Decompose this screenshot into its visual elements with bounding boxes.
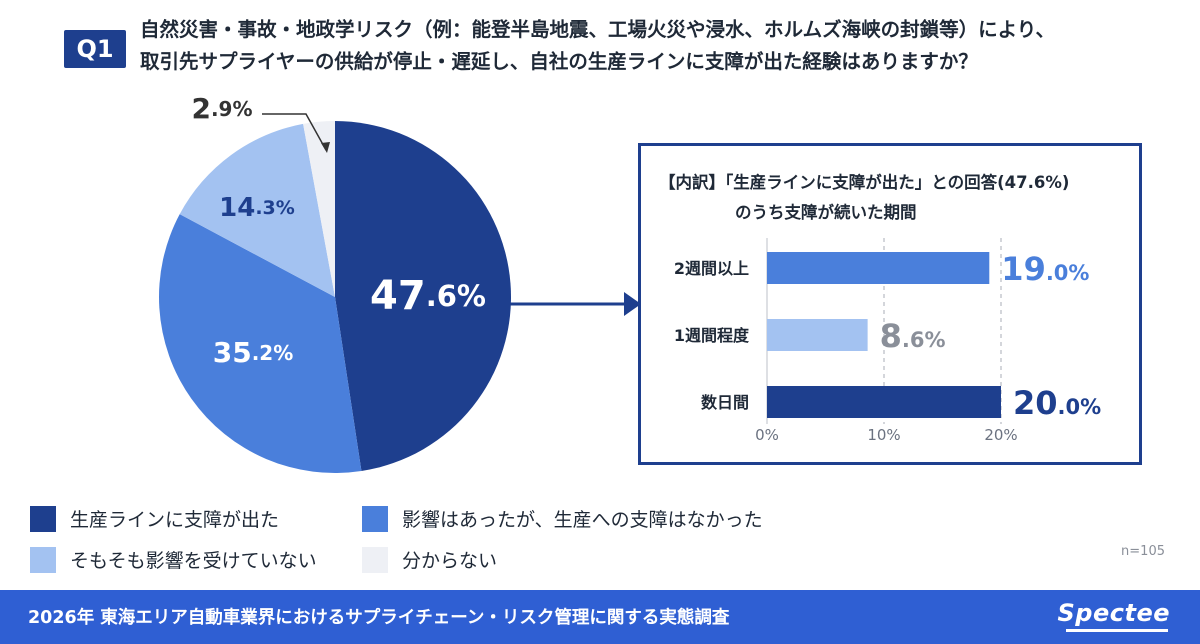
pie-chart: 47.6% 35.2% 14.3% 2.9%	[158, 92, 641, 474]
bar-value-label: 20.0%	[1013, 384, 1101, 422]
question-badge: Q1	[64, 30, 126, 68]
pie-value-label: 2.9%	[191, 92, 252, 125]
breakdown-title-line-1: 【内訳】「生産ラインに支障が出た」との回答(47.6%)	[659, 173, 1070, 192]
pie-value-label: 35.2%	[213, 336, 294, 369]
brand-logo: Spectee	[1057, 599, 1170, 627]
bar-chart: 0% 10% 20% 2週間以上 19.0% 1週間程度 8.6% 数日間 20.0%	[674, 238, 1101, 444]
question-line-2: 取引先サプライヤーの供給が停止・遅延し、自社の生産ラインに支障が出た経験はありま…	[140, 50, 978, 73]
pie-leader-arrow	[321, 142, 330, 153]
breakdown-title-line-2: のうち支障が続いた期間	[735, 203, 917, 222]
bar-x-tick-label: 10%	[867, 426, 900, 444]
legend-label: 生産ラインに支障が出た	[70, 509, 280, 531]
legend-label: そもそも影響を受けていない	[70, 550, 317, 572]
pie-connector-arrow	[624, 292, 641, 316]
breakdown-title: 【内訳】「生産ラインに支障が出た」との回答(47.6%) のうち支障が続いた期間	[659, 168, 1069, 228]
question-text: 自然災害・事故・地政学リスク（例：能登半島地震、工場火災や浸水、ホルムズ海峡の封…	[140, 14, 1180, 78]
footer-bar: 2026年 東海エリア自動車業界におけるサプライチェーン・リスク管理に関する実態…	[0, 590, 1200, 644]
legend-label: 分からない	[402, 550, 498, 572]
pie-slice-disrupted	[335, 121, 512, 472]
bar-value-label: 19.0%	[1001, 250, 1089, 288]
sample-size-note: n=105	[1121, 544, 1165, 559]
brand-underline	[1066, 629, 1168, 632]
legend-swatch	[30, 505, 56, 532]
legend-item-unknown: 分からない	[362, 546, 497, 573]
pie-leader-line	[262, 113, 327, 151]
legend-item-affected-no-disruption: 影響はあったが、生産への支障はなかった	[362, 505, 763, 532]
bar-3	[767, 386, 1001, 418]
bar-1	[767, 252, 990, 284]
pie-value-label: 47.6%	[370, 273, 486, 319]
pie-slice-not-affected	[179, 123, 335, 298]
legend-swatch	[30, 546, 56, 573]
bar-x-tick-label: 20%	[984, 426, 1017, 444]
bar-value-label: 8.6%	[880, 317, 946, 355]
legend-label: 影響はあったが、生産への支障はなかった	[402, 509, 763, 531]
legend-item-not-affected: そもそも影響を受けていない	[30, 546, 317, 573]
bar-category-label: 数日間	[701, 393, 749, 412]
bar-2	[767, 319, 868, 351]
question-line-1: 自然災害・事故・地政学リスク（例：能登半島地震、工場火災や浸水、ホルムズ海峡の封…	[140, 18, 1055, 41]
bar-category-label: 2週間以上	[674, 259, 749, 278]
breakdown-panel: 【内訳】「生産ラインに支障が出た」との回答(47.6%) のうち支障が続いた期間…	[638, 143, 1142, 465]
legend-item-disrupted: 生産ラインに支障が出た	[30, 505, 279, 532]
pie-slice-affected-no-disruption	[158, 214, 362, 474]
footer-survey-title: 2026年 東海エリア自動車業界におけるサプライチェーン・リスク管理に関する実態…	[28, 608, 730, 628]
pie-value-label: 14.3%	[219, 193, 295, 223]
legend-swatch	[362, 505, 388, 532]
bar-category-label: 1週間程度	[674, 326, 750, 345]
legend-swatch	[362, 546, 388, 573]
bar-x-tick-label: 0%	[755, 426, 779, 444]
pie-slice-unknown	[303, 121, 335, 297]
